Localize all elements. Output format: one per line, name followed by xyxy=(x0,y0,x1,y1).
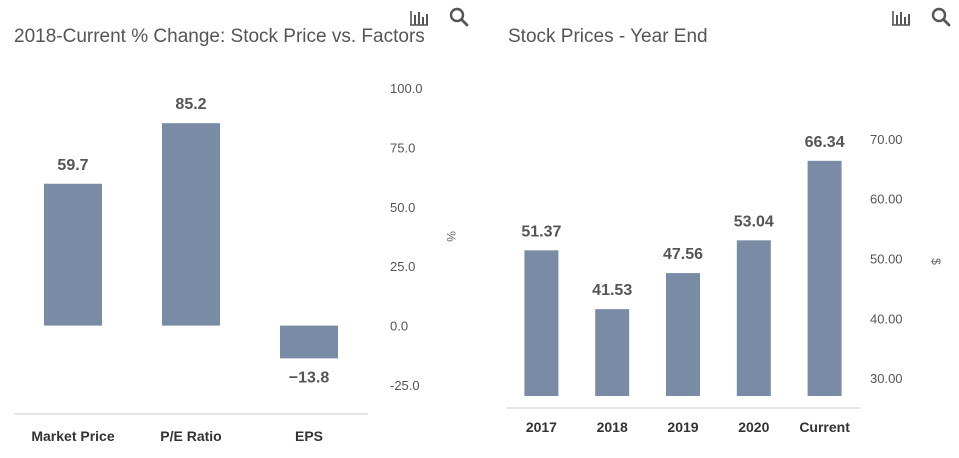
y-tick-label: 25.0 xyxy=(390,259,415,274)
y-axis-label: $ xyxy=(929,258,943,265)
x-tick-label: P/E Ratio xyxy=(160,428,221,444)
chart-panel-pct-change: 2018-Current % Change: Stock Price vs. F… xyxy=(14,6,470,444)
bar-chart-icon[interactable] xyxy=(408,6,430,28)
bar xyxy=(280,325,338,359)
data-label: 66.34 xyxy=(805,134,845,151)
bar xyxy=(524,250,559,396)
bar xyxy=(666,273,700,396)
x-tick-label: Market Price xyxy=(31,428,114,444)
chart-title: 2018-Current % Change: Stock Price vs. F… xyxy=(14,26,425,47)
x-tick-label: 2020 xyxy=(738,419,769,435)
y-tick-label: 0.0 xyxy=(390,319,408,334)
y-axis-label: % xyxy=(444,231,458,242)
y-tick-label: 70.00 xyxy=(870,132,903,147)
data-label: 51.37 xyxy=(521,223,561,240)
y-tick-label: 75.0 xyxy=(390,140,415,155)
x-tick-label: Current xyxy=(799,419,850,435)
bar xyxy=(595,309,630,396)
bar xyxy=(162,123,220,326)
chart-title: Stock Prices - Year End xyxy=(508,26,708,47)
y-tick-label: 100.0 xyxy=(390,81,423,96)
y-tick-label: 50.0 xyxy=(390,200,415,215)
bar xyxy=(736,240,771,396)
bar xyxy=(807,160,842,396)
x-tick-label: EPS xyxy=(295,428,323,444)
y-tick-label: 50.00 xyxy=(870,252,903,267)
bar-chart-icon[interactable] xyxy=(890,6,912,28)
data-label: 41.53 xyxy=(592,282,632,299)
chart-year-end: 30.00 40.00 50.00 60.00 70.00 $51.37 2017 41.53… xyxy=(506,132,943,435)
search-icon[interactable] xyxy=(448,6,470,28)
chart-panel-year-end: Stock Prices - Year End 30.00 40.00 50.00 6… xyxy=(480,0,959,458)
y-tick-label: 60.00 xyxy=(870,192,903,207)
chart-pct-change: -25.0 0.0 25.0 50.0 75.0 100.0% 59.7 Market Pri… xyxy=(14,81,458,444)
y-tick-label: -25.0 xyxy=(390,378,420,393)
search-icon[interactable] xyxy=(930,6,952,28)
data-label: −13.8 xyxy=(289,369,330,386)
y-tick-label: 30.00 xyxy=(870,371,903,386)
data-label: 47.56 xyxy=(663,246,703,263)
x-tick-label: 2017 xyxy=(526,419,557,435)
data-label: 59.7 xyxy=(57,157,88,174)
bar xyxy=(44,183,102,326)
data-label: 85.2 xyxy=(175,96,206,113)
y-tick-label: 40.00 xyxy=(870,311,903,326)
data-label: 53.04 xyxy=(734,213,774,230)
x-tick-label: 2019 xyxy=(667,419,698,435)
x-tick-label: 2018 xyxy=(597,419,628,435)
